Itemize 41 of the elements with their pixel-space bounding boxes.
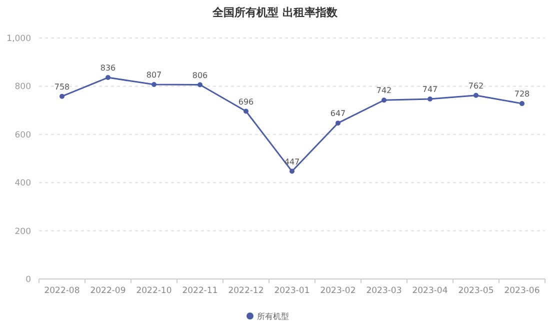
point: [106, 75, 110, 80]
point: [382, 98, 386, 103]
x-tick-label: 2022-10: [136, 286, 172, 296]
x-tick-label: 2023-06: [504, 286, 540, 296]
y-tick-label: 0: [26, 275, 31, 285]
point: [198, 82, 202, 88]
y-tick-label: 200: [14, 226, 31, 237]
x-tick-label: 2022-12: [228, 286, 264, 296]
data-label: 836: [100, 64, 116, 73]
x-tick-label: 2022-09: [90, 286, 126, 296]
y-tick-label: 400: [14, 178, 31, 189]
x-tick-label: 2022-08: [44, 286, 80, 296]
data-label: 447: [284, 157, 300, 166]
data-label: 762: [468, 81, 484, 90]
x-tick-label: 2023-04: [412, 286, 448, 296]
point: [336, 120, 340, 126]
data-label: 806: [192, 70, 208, 80]
point: [520, 101, 524, 106]
data-label: 747: [422, 84, 438, 94]
point: [244, 108, 248, 114]
data-label: 647: [330, 109, 346, 118]
x-tick-label: 2022-11: [182, 286, 218, 296]
y-tick-label: 800: [14, 82, 31, 92]
x-tick-label: 2023-01: [274, 286, 310, 296]
y-tick-label: 600: [14, 130, 31, 140]
x-tick-label: 2023-02: [320, 286, 356, 296]
point: [60, 94, 64, 99]
point: [152, 82, 156, 88]
x-tick-label: 2023-03: [366, 286, 402, 296]
point: [428, 96, 432, 102]
legend-label: 所有机型: [257, 312, 289, 321]
point: [290, 168, 294, 174]
data-label: 758: [54, 82, 70, 92]
y-tick-label: 1,000: [6, 34, 31, 44]
data-label: 742: [376, 86, 392, 96]
data-label: 728: [514, 90, 530, 99]
data-label: 696: [238, 97, 254, 106]
chart-title: 全国所有机型 出租率指数: [212, 6, 338, 19]
data-label: 807: [146, 70, 162, 80]
point: [474, 92, 478, 98]
x-tick-label: 2023-05: [458, 286, 494, 296]
